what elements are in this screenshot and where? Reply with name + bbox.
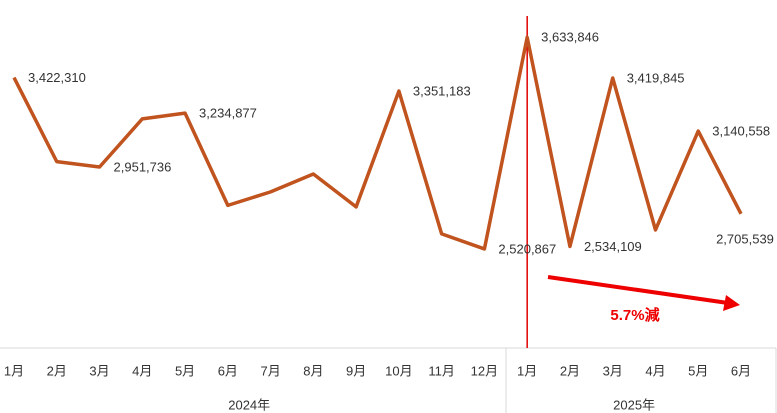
data-label: 2,534,109: [584, 239, 642, 254]
x-tick-label: 11月: [428, 363, 455, 378]
trend-arrow: [547, 275, 729, 305]
data-label: 2,520,867: [498, 241, 556, 256]
x-tick-label: 3月: [89, 363, 109, 378]
x-tick-label: 6月: [731, 363, 751, 378]
x-tick-label: 5月: [688, 363, 708, 378]
x-tick-label: 4月: [132, 363, 152, 378]
data-label: 3,234,877: [199, 106, 257, 121]
trend-arrow-head: [723, 295, 740, 311]
x-tick-label: 2月: [560, 363, 580, 378]
x-tick-label: 5月: [175, 363, 195, 378]
x-tick-label: 12月: [471, 363, 498, 378]
x-tick-label: 10月: [385, 363, 412, 378]
x-tick-label: 1月: [4, 363, 24, 378]
x-tick-label: 4月: [645, 363, 665, 378]
x-tick-label: 8月: [303, 363, 323, 378]
data-label: 3,351,183: [413, 83, 471, 98]
x-tick-label: 2月: [47, 363, 67, 378]
x-tick-label: 9月: [346, 363, 366, 378]
group-label: 2024年: [228, 397, 270, 412]
data-label: 2,951,736: [114, 159, 172, 174]
group-label: 2025年: [613, 397, 655, 412]
data-label: 3,140,558: [712, 124, 770, 139]
x-tick-label: 1月: [517, 363, 537, 378]
x-tick-label: 3月: [603, 363, 623, 378]
data-label: 3,633,846: [541, 30, 599, 45]
annotation: 5.7%減: [610, 307, 659, 324]
data-label: 2,705,539: [716, 231, 774, 246]
x-tick-label: 7月: [260, 363, 280, 378]
data-label: 3,419,845: [627, 70, 685, 85]
line: [12, 35, 743, 251]
x-tick-label: 6月: [218, 363, 238, 378]
data-label: 3,422,310: [28, 70, 86, 85]
